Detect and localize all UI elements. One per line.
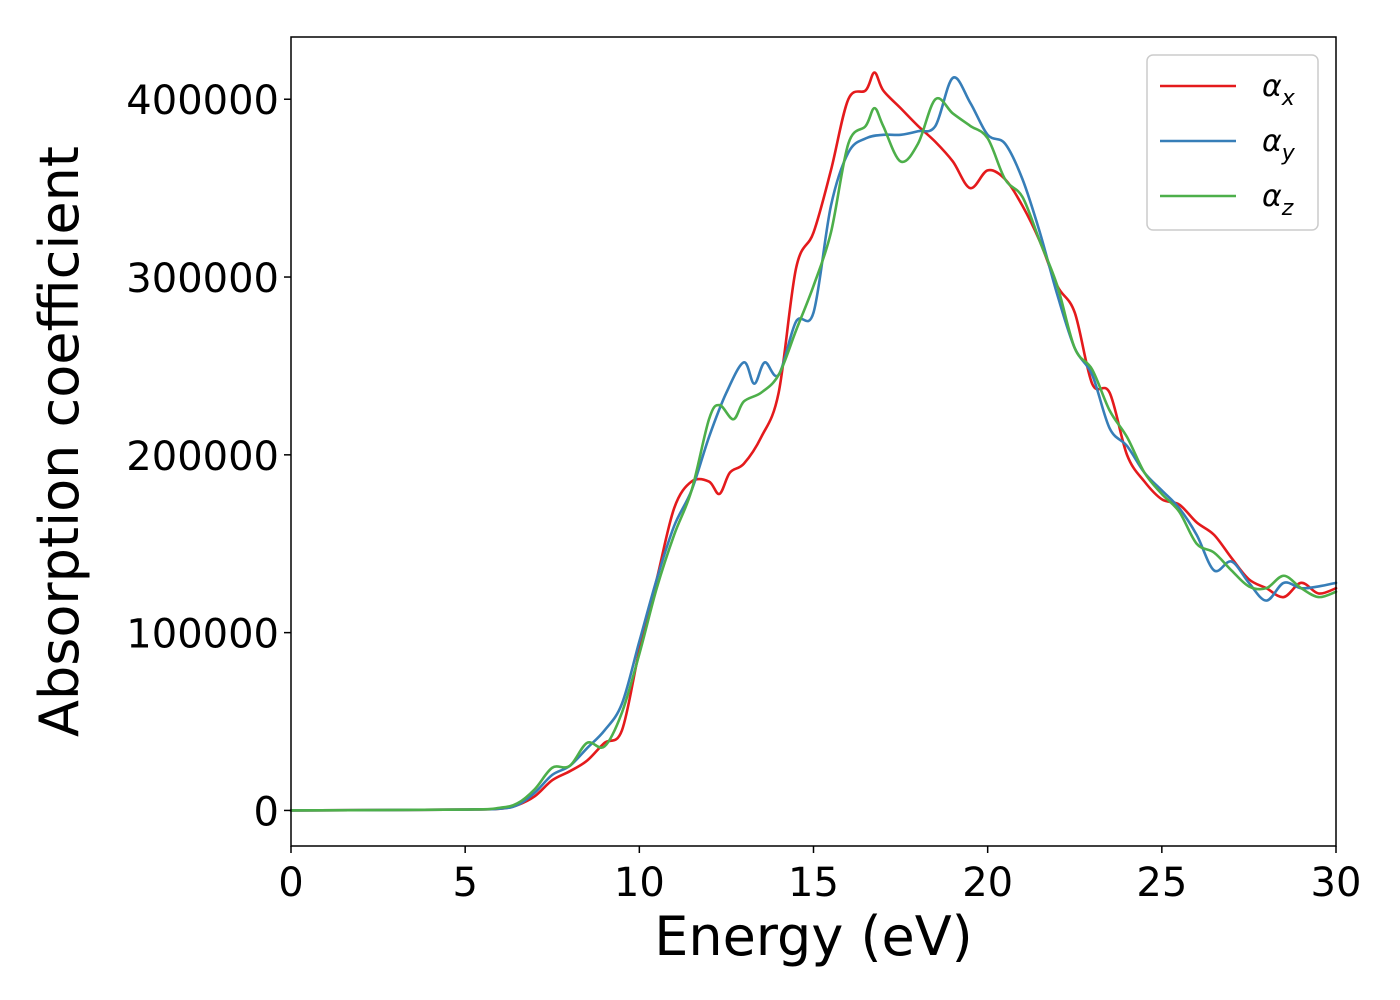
- legend: αx αy αz: [1146, 54, 1319, 231]
- x-tick-label: 5: [452, 860, 477, 906]
- x-tick-label: 10: [614, 860, 665, 906]
- x-tick-label: 0: [278, 860, 303, 906]
- y-tick-label: 300000: [126, 256, 279, 302]
- x-tick-label: 30: [1311, 860, 1362, 906]
- legend-label-x: αx: [1262, 69, 1296, 111]
- y-axis: 0 100000 200000 300000 400000: [126, 78, 291, 835]
- x-axis: 0 5 10 15 20 25 30: [278, 846, 1361, 906]
- y-tick-label: 100000: [126, 612, 279, 658]
- y-tick-label: 200000: [126, 434, 279, 480]
- x-axis-label: Energy (eV): [654, 905, 973, 968]
- legend-label-y: αy: [1262, 124, 1296, 166]
- y-tick-label: 0: [254, 789, 279, 835]
- x-tick-label: 20: [962, 860, 1013, 906]
- y-axis-label: Absorption coefficient: [28, 146, 91, 737]
- x-tick-label: 25: [1136, 860, 1187, 906]
- series-line-z: [289, 96, 1338, 812]
- series-layer: [289, 71, 1338, 812]
- x-tick-label: 15: [788, 860, 839, 906]
- legend-box: [1146, 54, 1319, 231]
- legend-label-z: αz: [1262, 179, 1294, 221]
- series-line-y: [289, 76, 1338, 812]
- y-tick-label: 400000: [126, 78, 279, 124]
